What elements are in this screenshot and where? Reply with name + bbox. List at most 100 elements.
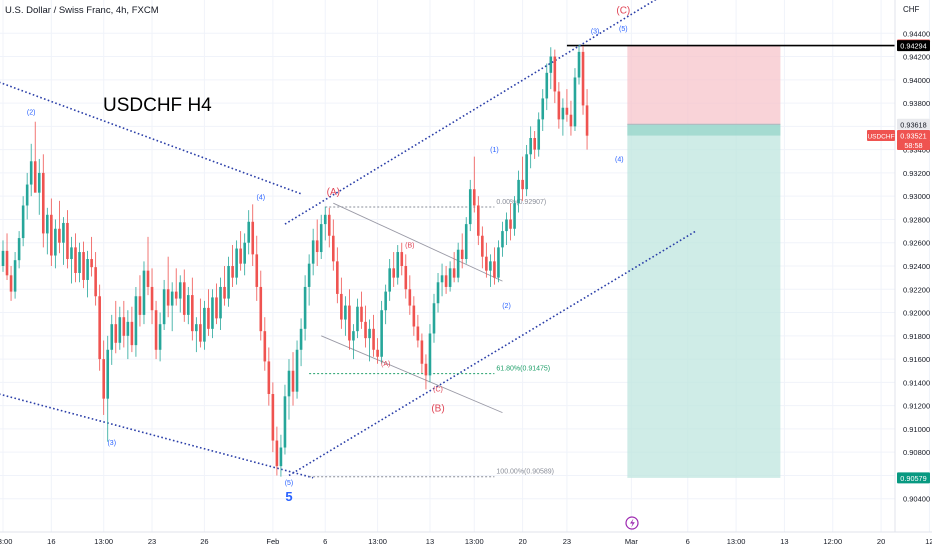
candle-body: [287, 370, 291, 397]
trend-line-upper-wedge[interactable]: [0, 81, 302, 195]
candle-body: [505, 219, 508, 232]
y-tick-label: 0.93800: [903, 99, 930, 108]
candle-body: [46, 214, 49, 234]
candle: [549, 47, 553, 90]
x-tick-label: 13:00: [465, 537, 484, 546]
candle: [162, 279, 166, 330]
candle: [352, 324, 355, 360]
candle-body: [513, 203, 516, 229]
candle: [356, 298, 359, 339]
y-tick-label: 0.90800: [903, 448, 930, 457]
candle: [340, 277, 343, 329]
candle-body: [448, 268, 452, 287]
x-tick-label: 13:00: [727, 537, 746, 546]
candle-body: [106, 349, 110, 399]
candle: [82, 241, 85, 289]
wave-label: (C): [616, 5, 630, 16]
time-axis[interactable]: 13:00 16 13:00 23 26 Feb 6 13:00 13 13:00 20 23 Mar 6…: [0, 537, 932, 546]
candle-body: [62, 222, 65, 243]
candle-body: [525, 154, 528, 190]
candle: [432, 293, 436, 343]
candle-body: [581, 51, 585, 106]
candle: [275, 426, 279, 476]
candle: [263, 317, 267, 371]
candle-body: [142, 270, 146, 315]
candle-body: [432, 303, 436, 334]
candle: [37, 158, 41, 215]
candle: [186, 286, 190, 325]
candle-body: [291, 370, 295, 392]
candle-body: [66, 222, 69, 260]
trend-line-abc-upper[interactable]: [333, 202, 503, 282]
candle: [581, 46, 585, 115]
y-tick-label: 0.92800: [903, 215, 930, 224]
candle: [174, 268, 178, 306]
candle: [170, 282, 174, 332]
price-tag: 0.93521: [897, 130, 930, 142]
candle-body: [573, 77, 577, 127]
candle: [90, 236, 93, 277]
candle-body: [585, 105, 589, 136]
x-tick-label: 13:00: [94, 537, 113, 546]
candle: [191, 277, 194, 341]
lightning-icon[interactable]: [625, 516, 639, 530]
price-tag-text: 0.93521: [900, 132, 926, 141]
candle-body: [464, 224, 468, 260]
candle: [54, 219, 57, 269]
candle-body: [497, 247, 500, 278]
price-tag-bg: [897, 118, 930, 130]
candle: [118, 306, 122, 350]
candle: [372, 314, 375, 357]
y-tick-label: 0.90400: [903, 495, 930, 504]
candle: [521, 156, 524, 201]
candle: [348, 289, 351, 350]
y-tick-label: 0.91000: [903, 425, 930, 434]
candle-body: [557, 91, 561, 120]
trend-line-lower-wedge[interactable]: [0, 393, 314, 479]
candle-body: [396, 252, 400, 278]
candle: [364, 305, 367, 348]
candle-body: [122, 317, 126, 336]
candle: [537, 112, 541, 157]
candle: [283, 384, 287, 455]
x-tick-label: 13: [426, 537, 434, 546]
candle-body: [162, 289, 166, 325]
trend-line-upper-channel[interactable]: [284, 0, 704, 225]
y-tick-label: 0.92000: [903, 309, 930, 318]
candle-body: [436, 282, 440, 304]
price-axis[interactable]: 0.904000.906000.908000.910000.912000.914…: [903, 29, 930, 503]
candle-body: [384, 291, 387, 311]
candle-body: [452, 268, 456, 278]
price-tag-bg: [897, 472, 930, 484]
candle-body: [223, 286, 226, 299]
fibonacci-levels[interactable]: 0.00%(0.92907) 61.80%(0.91475) 100.00%(0.9…: [309, 199, 554, 478]
open-pnl-zone: [627, 124, 781, 136]
candle: [74, 233, 77, 283]
candle: [489, 254, 492, 287]
candle-body: [5, 250, 9, 276]
short-position-tool[interactable]: [566, 44, 895, 478]
candle: [376, 338, 379, 364]
candle: [110, 314, 114, 365]
candle: [344, 296, 347, 336]
candle-body: [489, 261, 492, 271]
candle: [295, 340, 299, 399]
trend-line-abc-lower[interactable]: [321, 335, 503, 414]
trend-line-lower-channel[interactable]: [288, 230, 697, 477]
candle-body: [199, 324, 202, 342]
wave-label: (A): [327, 187, 340, 198]
candle-body: [235, 248, 238, 278]
take-profit-zone[interactable]: [627, 124, 781, 478]
candle: [299, 318, 303, 367]
annotation-title[interactable]: USDCHF H4: [103, 95, 212, 116]
candle-body: [126, 321, 130, 336]
candle-body: [561, 107, 565, 120]
candle-body: [174, 291, 178, 299]
wave-label: (2): [27, 110, 36, 117]
trend-lines[interactable]: [0, 0, 704, 479]
candle: [227, 256, 230, 307]
x-tick-label: 23: [148, 537, 156, 546]
candle: [360, 291, 363, 329]
stop-loss-zone[interactable]: [627, 45, 781, 125]
